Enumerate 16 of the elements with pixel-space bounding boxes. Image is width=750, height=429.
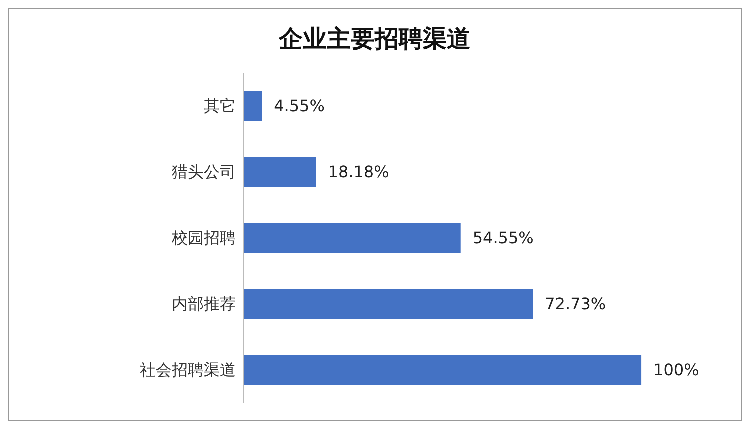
bar: [244, 289, 534, 319]
chart-title: 企业主要招聘渠道: [278, 23, 472, 55]
bar: [244, 91, 262, 121]
bar: [244, 157, 316, 187]
data-label: 100%: [654, 360, 700, 380]
y-tick-label: 校园招聘: [171, 228, 236, 248]
y-tick-label: 内部推荐: [172, 294, 236, 314]
data-label: 18.18%: [328, 162, 390, 182]
y-tick-label: 猎头公司: [172, 162, 236, 182]
y-tick-label: 社会招聘渠道: [140, 360, 236, 380]
data-label: 72.73%: [545, 294, 606, 314]
y-tick-label: 其它: [204, 96, 236, 116]
bar: [244, 355, 642, 385]
data-label: 4.55%: [274, 96, 325, 116]
data-label: 54.55%: [472, 228, 534, 248]
bar: [244, 223, 461, 253]
